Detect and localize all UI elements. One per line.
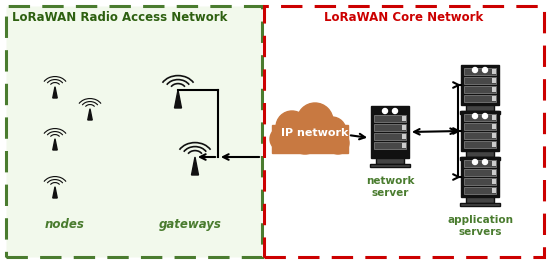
FancyBboxPatch shape — [464, 169, 496, 176]
FancyBboxPatch shape — [371, 106, 409, 158]
Text: network
server: network server — [366, 176, 414, 198]
FancyBboxPatch shape — [492, 170, 496, 175]
FancyBboxPatch shape — [461, 111, 499, 151]
FancyBboxPatch shape — [492, 124, 496, 129]
Polygon shape — [191, 157, 199, 175]
FancyBboxPatch shape — [460, 157, 500, 160]
FancyBboxPatch shape — [264, 6, 544, 257]
Polygon shape — [53, 139, 57, 150]
FancyBboxPatch shape — [492, 133, 496, 138]
Circle shape — [318, 117, 346, 145]
Polygon shape — [53, 87, 57, 98]
Text: LoRaWAN Core Network: LoRaWAN Core Network — [324, 11, 483, 24]
FancyBboxPatch shape — [492, 87, 496, 92]
FancyBboxPatch shape — [464, 178, 496, 185]
FancyBboxPatch shape — [374, 115, 406, 122]
FancyBboxPatch shape — [402, 134, 406, 139]
FancyBboxPatch shape — [374, 142, 406, 149]
FancyBboxPatch shape — [376, 158, 404, 164]
FancyBboxPatch shape — [460, 111, 500, 114]
Polygon shape — [53, 187, 57, 198]
Circle shape — [472, 114, 477, 119]
FancyBboxPatch shape — [466, 197, 494, 203]
Polygon shape — [88, 109, 92, 120]
Circle shape — [472, 159, 477, 164]
FancyBboxPatch shape — [466, 151, 494, 157]
Polygon shape — [174, 90, 182, 108]
Circle shape — [327, 132, 349, 154]
FancyBboxPatch shape — [402, 125, 406, 130]
FancyBboxPatch shape — [464, 141, 496, 148]
FancyBboxPatch shape — [466, 105, 494, 111]
FancyBboxPatch shape — [272, 125, 348, 153]
Circle shape — [290, 124, 320, 154]
Circle shape — [270, 127, 294, 151]
FancyBboxPatch shape — [460, 203, 500, 206]
FancyBboxPatch shape — [464, 132, 496, 139]
FancyBboxPatch shape — [464, 114, 496, 121]
FancyBboxPatch shape — [461, 65, 499, 105]
Circle shape — [393, 109, 398, 114]
Circle shape — [472, 68, 477, 73]
FancyBboxPatch shape — [464, 95, 496, 102]
FancyBboxPatch shape — [461, 157, 499, 197]
FancyBboxPatch shape — [492, 188, 496, 193]
FancyBboxPatch shape — [464, 160, 496, 167]
FancyBboxPatch shape — [492, 161, 496, 166]
Text: LoRaWAN Radio Access Network: LoRaWAN Radio Access Network — [12, 11, 227, 24]
FancyBboxPatch shape — [374, 124, 406, 131]
FancyBboxPatch shape — [6, 6, 262, 257]
Circle shape — [482, 114, 487, 119]
FancyBboxPatch shape — [464, 77, 496, 84]
FancyBboxPatch shape — [402, 143, 406, 148]
FancyBboxPatch shape — [374, 133, 406, 140]
Text: gateways: gateways — [158, 218, 222, 231]
FancyBboxPatch shape — [492, 96, 496, 101]
FancyBboxPatch shape — [464, 86, 496, 93]
FancyBboxPatch shape — [464, 68, 496, 75]
FancyBboxPatch shape — [464, 123, 496, 130]
Circle shape — [482, 159, 487, 164]
Circle shape — [382, 109, 388, 114]
FancyBboxPatch shape — [492, 69, 496, 74]
FancyBboxPatch shape — [492, 78, 496, 83]
FancyBboxPatch shape — [492, 142, 496, 147]
Circle shape — [276, 111, 308, 143]
Text: nodes: nodes — [45, 218, 85, 231]
Text: IP network: IP network — [281, 128, 349, 138]
FancyBboxPatch shape — [464, 187, 496, 194]
FancyBboxPatch shape — [402, 116, 406, 121]
FancyBboxPatch shape — [370, 164, 410, 167]
Circle shape — [297, 103, 333, 139]
FancyBboxPatch shape — [492, 115, 496, 120]
Circle shape — [482, 68, 487, 73]
Text: application
servers: application servers — [447, 215, 513, 237]
FancyBboxPatch shape — [492, 179, 496, 184]
